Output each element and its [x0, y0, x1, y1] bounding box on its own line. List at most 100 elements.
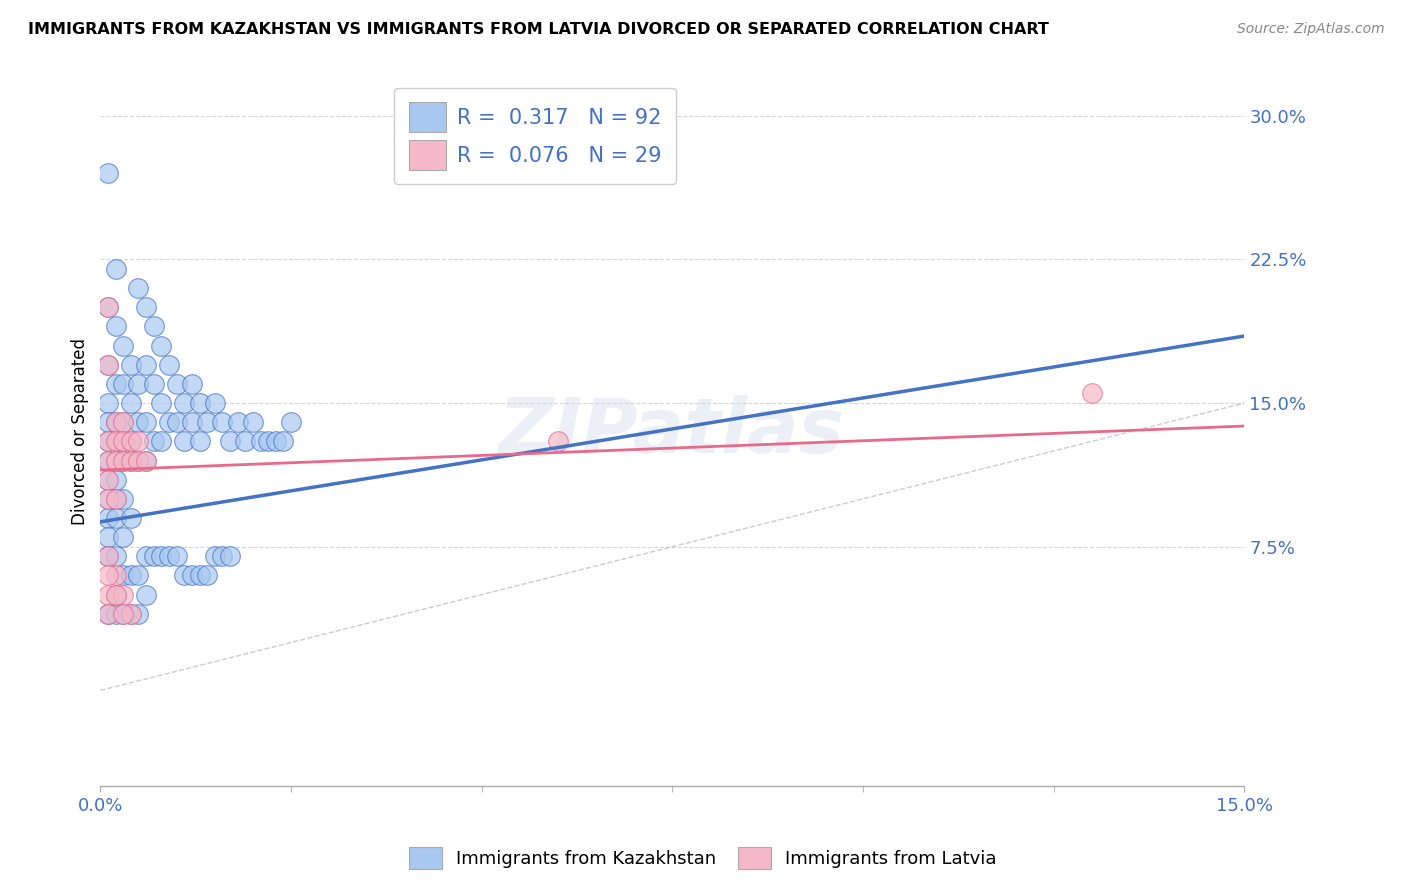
- Point: [150, 549, 173, 564]
- Point: [127, 376, 149, 391]
- Point: [112, 607, 135, 621]
- Point: [97, 453, 120, 467]
- Point: [104, 588, 127, 602]
- Point: [142, 319, 165, 334]
- Point: [135, 300, 157, 314]
- Point: [195, 568, 218, 582]
- Point: [120, 434, 142, 449]
- Point: [112, 491, 135, 506]
- Point: [97, 549, 120, 564]
- Point: [104, 549, 127, 564]
- Point: [127, 607, 149, 621]
- Point: [219, 434, 242, 449]
- Point: [127, 453, 149, 467]
- Point: [249, 434, 271, 449]
- Point: [150, 396, 173, 410]
- Point: [112, 415, 135, 429]
- Point: [97, 511, 120, 525]
- Point: [97, 530, 120, 544]
- Point: [188, 434, 211, 449]
- Point: [273, 434, 295, 449]
- Point: [112, 453, 135, 467]
- Point: [104, 491, 127, 506]
- Point: [120, 511, 142, 525]
- Point: [1081, 386, 1104, 401]
- Point: [280, 415, 302, 429]
- Point: [166, 415, 188, 429]
- Point: [104, 511, 127, 525]
- Point: [173, 396, 195, 410]
- Point: [142, 434, 165, 449]
- Point: [97, 453, 120, 467]
- Point: [97, 549, 120, 564]
- Point: [120, 607, 142, 621]
- Point: [97, 473, 120, 487]
- Point: [226, 415, 249, 429]
- Point: [97, 166, 120, 180]
- Point: [120, 568, 142, 582]
- Point: [135, 453, 157, 467]
- Point: [204, 549, 226, 564]
- Point: [204, 396, 226, 410]
- Point: [127, 415, 149, 429]
- Point: [120, 358, 142, 372]
- Point: [112, 338, 135, 352]
- Point: [104, 607, 127, 621]
- Point: [97, 358, 120, 372]
- Point: [104, 434, 127, 449]
- Point: [127, 568, 149, 582]
- Point: [104, 453, 127, 467]
- Point: [112, 434, 135, 449]
- Point: [173, 568, 195, 582]
- Point: [97, 358, 120, 372]
- Point: [97, 568, 120, 582]
- Point: [112, 530, 135, 544]
- Point: [180, 376, 202, 391]
- Point: [112, 607, 135, 621]
- Point: [173, 434, 195, 449]
- Point: [97, 588, 120, 602]
- Point: [97, 300, 120, 314]
- Point: [127, 434, 149, 449]
- Point: [135, 549, 157, 564]
- Point: [112, 376, 135, 391]
- Point: [547, 434, 569, 449]
- Point: [112, 568, 135, 582]
- Point: [104, 415, 127, 429]
- Point: [120, 453, 142, 467]
- Point: [264, 434, 287, 449]
- Point: [104, 588, 127, 602]
- Point: [233, 434, 256, 449]
- Point: [97, 607, 120, 621]
- Point: [97, 434, 120, 449]
- Point: [127, 453, 149, 467]
- Point: [104, 568, 127, 582]
- Point: [104, 453, 127, 467]
- Point: [242, 415, 264, 429]
- Point: [97, 434, 120, 449]
- Point: [104, 262, 127, 277]
- Point: [135, 415, 157, 429]
- Point: [120, 453, 142, 467]
- Point: [150, 338, 173, 352]
- Point: [166, 549, 188, 564]
- Point: [135, 358, 157, 372]
- Point: [97, 300, 120, 314]
- Point: [104, 434, 127, 449]
- Point: [104, 415, 127, 429]
- Point: [112, 415, 135, 429]
- Point: [157, 549, 180, 564]
- Point: [142, 549, 165, 564]
- Point: [97, 491, 120, 506]
- Point: [97, 415, 120, 429]
- Point: [127, 281, 149, 295]
- Point: [97, 607, 120, 621]
- Point: [142, 376, 165, 391]
- Point: [195, 415, 218, 429]
- Point: [97, 396, 120, 410]
- Point: [104, 491, 127, 506]
- Text: IMMIGRANTS FROM KAZAKHSTAN VS IMMIGRANTS FROM LATVIA DIVORCED OR SEPARATED CORRE: IMMIGRANTS FROM KAZAKHSTAN VS IMMIGRANTS…: [28, 22, 1049, 37]
- Point: [104, 376, 127, 391]
- Point: [120, 396, 142, 410]
- Y-axis label: Divorced or Separated: Divorced or Separated: [72, 338, 89, 525]
